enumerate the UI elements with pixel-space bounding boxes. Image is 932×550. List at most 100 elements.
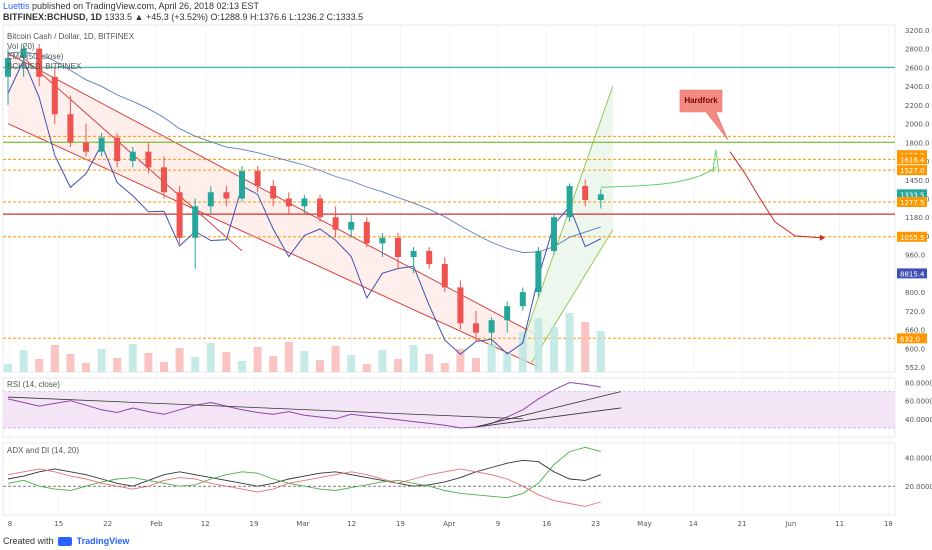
x-tick-label: 16 [542, 520, 551, 528]
y-tick-label: 960.0 [905, 252, 925, 260]
y-tick-label: 600.0 [905, 345, 925, 353]
volume-bar [269, 356, 278, 372]
legend-main-title[interactable]: Bitcoin Cash / Dollar, 1D, BITFINEX [7, 32, 135, 41]
candle-body [83, 142, 89, 152]
candle-body [597, 194, 604, 201]
y-tick-label: 2400.0 [905, 83, 930, 91]
ema-line [7, 51, 601, 253]
footer-brand[interactable]: TradingView [76, 535, 130, 546]
channel-lower-line [7, 123, 539, 368]
x-tick-label: Apr [443, 520, 455, 528]
volume-bar [238, 361, 246, 372]
volume-bar [596, 331, 605, 372]
rsi-y-tick: 40.0000 [905, 416, 932, 424]
candle-body [457, 287, 464, 324]
candle-body [519, 292, 526, 307]
volume-bar [472, 358, 480, 372]
forecast-curve [600, 166, 717, 188]
x-tick-label: May [637, 520, 651, 528]
candle-body [488, 320, 495, 333]
adx-series-line [7, 446, 601, 499]
volume-bar [331, 346, 340, 372]
ticker: BITFINEX:BCHUSD, 1D [3, 12, 103, 22]
author-link[interactable]: Luettis [3, 1, 30, 11]
x-tick-label: Feb [150, 520, 163, 528]
x-tick-label: 22 [103, 520, 112, 528]
candle-body [348, 221, 355, 230]
volume-bar [206, 343, 215, 372]
rsi-y-tick: 80.0000 [905, 380, 932, 388]
volume-bar [456, 349, 465, 372]
candle-body [566, 186, 573, 218]
price-label: 1055.5 [900, 234, 925, 242]
candle-body [317, 198, 323, 218]
candle-body [270, 186, 277, 199]
volume-bar [128, 344, 137, 372]
y-tick-label: 1450.0 [905, 177, 930, 185]
candle-body [504, 306, 511, 321]
volume-bar [175, 348, 184, 372]
y-tick-label: 800.0 [905, 289, 925, 297]
price-label-box [897, 154, 927, 165]
volume-bar [4, 364, 12, 372]
volume-bar [518, 332, 527, 372]
candle-body [67, 114, 74, 143]
legend-rsi[interactable]: RSI (14, close) [7, 380, 60, 389]
legend-adx[interactable]: ADX and DI (14, 20) [7, 446, 80, 455]
x-tick-label: 23 [591, 520, 600, 528]
volume-bar [487, 344, 496, 372]
legend-volume[interactable]: Vol (20) [7, 42, 35, 51]
y-tick-label: 1180.0 [905, 214, 930, 222]
quote-line: 1333.5 ▲ +45.3 (+3.52%) O:1288.9 H:1376.… [104, 12, 364, 22]
price-label: 1277.5 [900, 199, 925, 207]
legend-ema[interactable]: EMA (50, close) [7, 52, 64, 61]
publish-text: published on TradingView.com, April 26, … [29, 1, 260, 11]
price-label-box [897, 197, 927, 208]
volume-bar [534, 318, 543, 372]
volume-bar [284, 342, 293, 372]
hardfork-callout-box [679, 89, 729, 141]
x-tick-label: 15 [54, 520, 63, 528]
legend-compare[interactable]: BCHUSD, BITFINEX [7, 62, 82, 71]
hardfork-label: Hardfork [684, 96, 718, 105]
candle-body [551, 217, 557, 251]
x-tick-label: 8 [8, 520, 12, 528]
candle-body [192, 206, 199, 238]
x-tick-label: Mar [296, 520, 309, 528]
y-tick-label: 552.0 [905, 364, 925, 372]
volume-bar [82, 363, 90, 372]
candle-body [332, 217, 339, 230]
volume-bar [222, 352, 231, 372]
volume-bar [191, 357, 200, 372]
y-tick-label: 660.0 [905, 327, 925, 335]
tradingview-logo-icon [58, 537, 73, 546]
candle-body [5, 58, 11, 77]
candle-body [426, 250, 433, 265]
volume-bar [50, 345, 59, 372]
volume-bar [394, 359, 402, 372]
volume-bar [503, 353, 512, 372]
x-tick-label: 19 [250, 520, 259, 528]
rise-channel-lower [530, 229, 614, 365]
x-tick-label: 9 [496, 520, 500, 528]
x-tick-label: 18 [884, 520, 893, 528]
volume-bar [440, 363, 449, 372]
candle-body [98, 137, 105, 152]
volume-bar [253, 347, 262, 372]
adx-y-tick: 20.0000 [905, 483, 932, 491]
candle-body [114, 137, 121, 162]
rsi-trendline-3 [475, 407, 621, 428]
candle-body [254, 171, 261, 187]
y-tick-label: 2000.0 [905, 121, 930, 129]
price-label: 632.0 [900, 335, 920, 343]
volume-bar [160, 362, 168, 372]
volume-bar [362, 364, 371, 372]
volume-bar [378, 350, 387, 372]
candle-body [129, 151, 136, 162]
volume-bar [144, 353, 153, 372]
candle-body [20, 48, 27, 59]
footer: Created with TradingView [3, 536, 129, 546]
price-label: 1618.4 [900, 156, 925, 164]
compare-line [7, 58, 602, 355]
volume-bar [19, 350, 28, 372]
